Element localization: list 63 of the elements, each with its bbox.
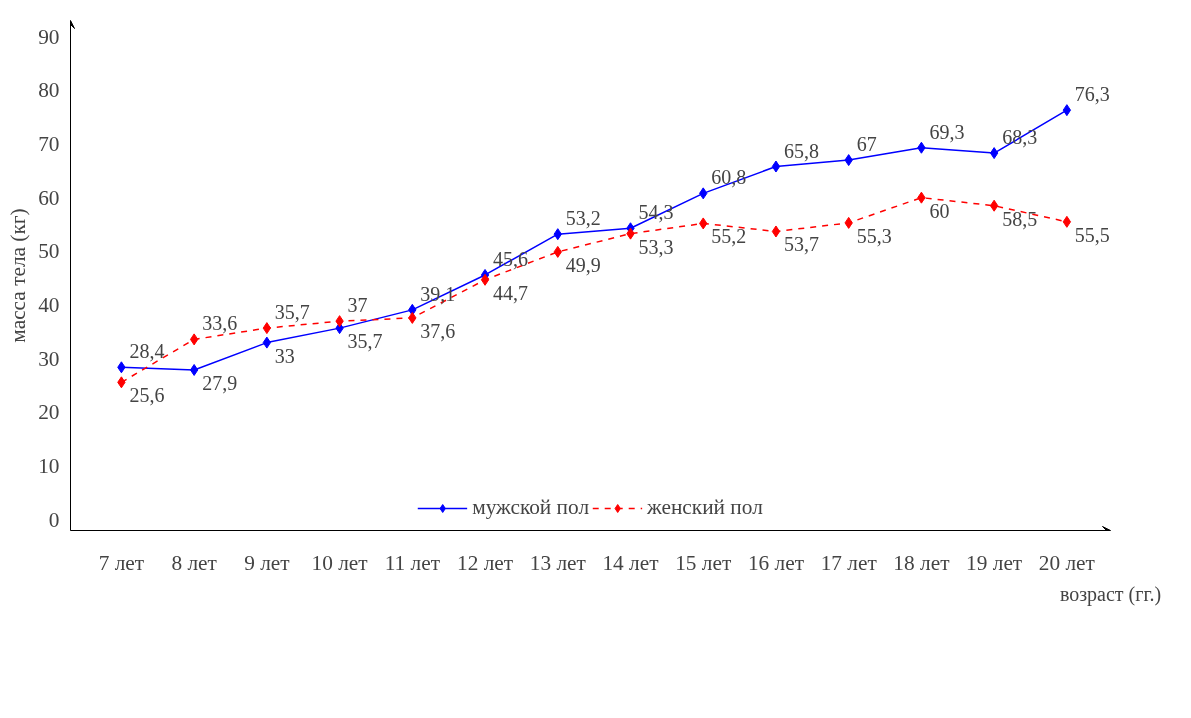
y-tick-label: 90 bbox=[38, 24, 60, 49]
y-tick-label: 70 bbox=[38, 131, 60, 156]
data-label: 35,7 bbox=[274, 301, 310, 324]
y-tick-label: 20 bbox=[38, 400, 60, 425]
x-tick-label: 17 лет bbox=[820, 550, 878, 575]
point bbox=[1062, 104, 1072, 117]
x-tick-label: 14 лет bbox=[602, 550, 660, 575]
y-tick-label: 50 bbox=[38, 239, 60, 264]
data-label: 37,6 bbox=[420, 319, 456, 342]
point bbox=[480, 273, 490, 286]
x-tick-label: 11 лет bbox=[384, 550, 441, 575]
x-tick-label: 18 лет bbox=[893, 550, 951, 575]
data-label: 69,3 bbox=[929, 120, 965, 143]
data-label: 49,9 bbox=[565, 253, 601, 276]
data-label: 55,3 bbox=[856, 224, 892, 247]
x-tick-label: 12 лет bbox=[457, 550, 514, 575]
data-label: 58,5 bbox=[1002, 207, 1038, 230]
y-tick-label: 10 bbox=[38, 454, 60, 479]
point bbox=[1062, 215, 1072, 228]
x-axis-title: возраст (гг.) bbox=[1059, 582, 1162, 606]
x-tick-label: 9 лет bbox=[244, 550, 291, 575]
point bbox=[189, 363, 199, 376]
y-tick-label: 80 bbox=[38, 78, 60, 103]
x-tick-label: 13 лет bbox=[529, 550, 587, 575]
x-tick-label: 10 лет bbox=[311, 550, 369, 575]
data-label: 27,9 bbox=[202, 371, 238, 394]
data-label: 60 bbox=[929, 199, 950, 222]
data-label: 35,7 bbox=[347, 330, 383, 353]
y-tick-label: 60 bbox=[38, 185, 60, 210]
point bbox=[989, 147, 999, 160]
legend-label: женский пол bbox=[647, 495, 763, 520]
data-label: 33,6 bbox=[202, 312, 238, 335]
data-label: 67 bbox=[856, 133, 877, 156]
data-label: 55,5 bbox=[1074, 223, 1110, 246]
legend-label: мужской пол bbox=[472, 495, 590, 520]
y-tick-label: 0 bbox=[48, 507, 60, 532]
x-tick-label: 19 лет bbox=[966, 550, 1023, 575]
data-label: 33 bbox=[274, 344, 295, 367]
point bbox=[262, 322, 272, 335]
data-label: 53,3 bbox=[638, 235, 674, 258]
point bbox=[262, 336, 272, 349]
x-tick-label: 7 лет bbox=[98, 550, 145, 575]
x-tick-label: 8 лет bbox=[171, 550, 218, 575]
y-axis-title: масса тела (кг) bbox=[6, 208, 31, 343]
x-tick-label: 16 лет bbox=[747, 550, 805, 575]
data-label: 53,7 bbox=[783, 233, 819, 256]
data-label: 53,2 bbox=[565, 207, 601, 230]
y-tick-label: 40 bbox=[38, 293, 60, 318]
point bbox=[989, 199, 999, 212]
data-label: 28,4 bbox=[129, 340, 165, 363]
data-label: 44,7 bbox=[493, 281, 529, 304]
data-label: 37 bbox=[347, 294, 368, 317]
data-label: 55,2 bbox=[711, 225, 747, 248]
data-label: 25,6 bbox=[129, 384, 165, 407]
point bbox=[771, 225, 781, 238]
x-tick-label: 15 лет bbox=[675, 550, 732, 575]
x-tick-label: 20 лет bbox=[1038, 550, 1096, 575]
y-tick-label: 30 bbox=[38, 346, 60, 371]
data-label: 76,3 bbox=[1074, 83, 1110, 106]
data-label: 65,8 bbox=[783, 139, 819, 162]
data-label: 60,8 bbox=[711, 166, 747, 189]
point bbox=[771, 160, 781, 173]
point bbox=[189, 333, 199, 346]
